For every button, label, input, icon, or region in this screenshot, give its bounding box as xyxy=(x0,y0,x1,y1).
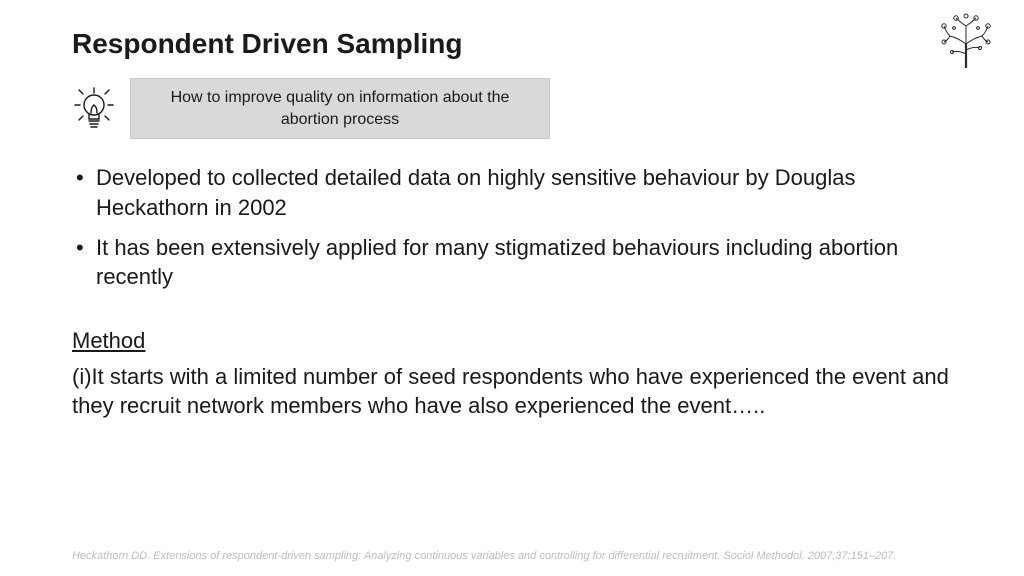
method-heading: Method xyxy=(72,326,952,356)
list-item: It has been extensively applied for many… xyxy=(72,233,952,292)
citation: Heckathorn DD. Extensions of respondent-… xyxy=(72,550,952,562)
slide: Respondent Driven Sampling xyxy=(0,0,1024,576)
slide-title: Respondent Driven Sampling xyxy=(72,28,952,60)
list-item: Developed to collected detailed data on … xyxy=(72,163,952,222)
method-text: (i)It starts with a limited number of se… xyxy=(72,362,952,421)
body-content: Developed to collected detailed data on … xyxy=(72,163,952,421)
callout-row: How to improve quality on information ab… xyxy=(72,78,952,139)
callout-box: How to improve quality on information ab… xyxy=(130,78,550,139)
lightbulb-icon xyxy=(72,85,116,133)
tree-icon xyxy=(936,10,996,70)
bullet-list: Developed to collected detailed data on … xyxy=(72,163,952,292)
